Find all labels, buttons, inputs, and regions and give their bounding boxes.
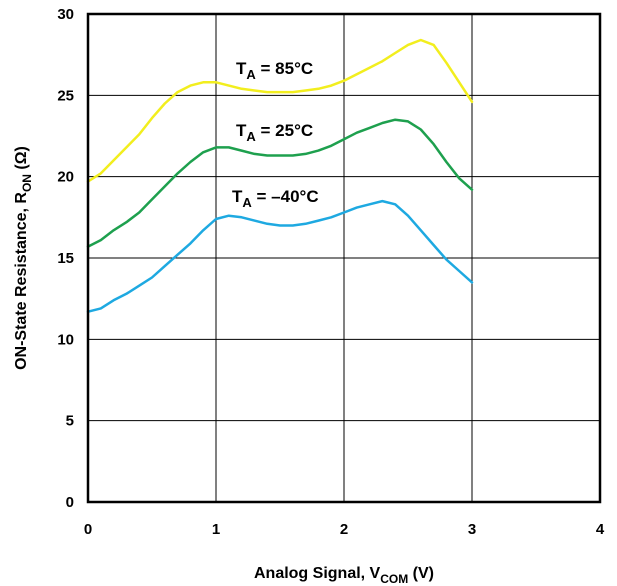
x-tick-label: 1 [212,521,220,538]
series-line-2 [86,199,474,313]
y-tick-label: 25 [57,87,74,104]
x-tick-label: 2 [340,521,348,538]
x-tick-labels: 0 1 2 3 4 [84,521,605,538]
x-axis-label: Analog Signal, VCOM (V) [254,565,434,586]
y-tick-label: 30 [57,6,74,23]
series-line-1 [86,118,474,248]
plot-frame [86,12,602,504]
y-tick-label: 10 [57,331,74,348]
series-lines [86,38,474,313]
y-tick-label: 5 [66,413,74,430]
y-axis-label: ON-State Resistance, RON (Ω) [13,146,34,370]
grid [87,13,601,503]
x-tick-label: 4 [596,521,605,538]
label-minus40c: TA = –40°C [232,187,319,210]
series-line-0 [86,38,474,183]
y-tick-label: 20 [57,169,74,186]
x-tick-label: 3 [468,521,476,538]
x-tick-label: 0 [84,521,92,538]
label-25c: TA = 25°C [236,121,313,144]
y-tick-labels: 0 5 10 15 20 25 30 [57,6,74,511]
y-tick-label: 15 [57,250,74,267]
y-tick-label: 0 [66,494,74,511]
label-85c: TA = 85°C [236,59,313,82]
